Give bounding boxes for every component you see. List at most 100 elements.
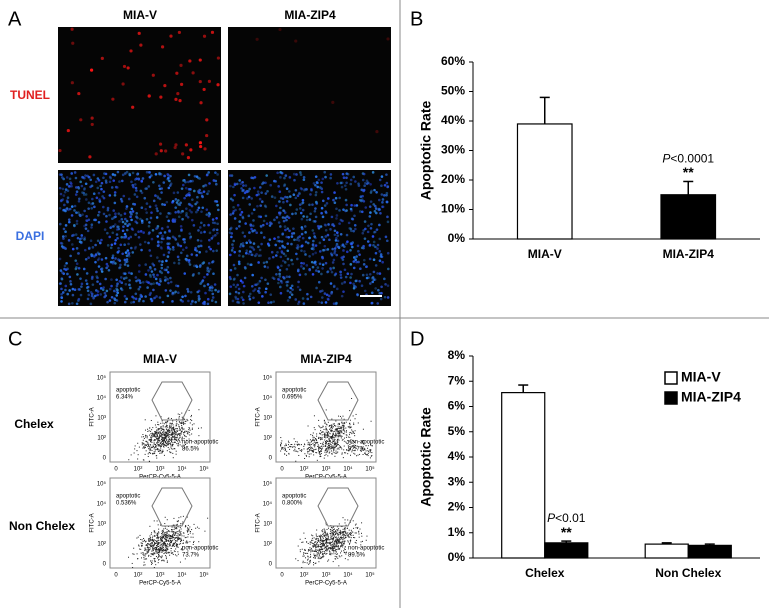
event xyxy=(176,546,178,548)
cell xyxy=(148,175,152,179)
event xyxy=(166,434,168,436)
event xyxy=(173,429,175,431)
event xyxy=(342,424,344,426)
cell xyxy=(291,232,294,235)
event xyxy=(179,421,181,423)
cell xyxy=(213,283,217,286)
cell xyxy=(377,207,381,211)
event xyxy=(286,450,288,452)
event xyxy=(161,432,163,434)
event xyxy=(343,445,345,447)
cell xyxy=(286,289,290,293)
cell xyxy=(83,188,86,191)
event xyxy=(162,431,164,433)
event xyxy=(167,551,169,553)
rest-label: non-apoptotic xyxy=(348,546,384,552)
cell xyxy=(145,170,149,174)
event xyxy=(334,546,336,548)
cell xyxy=(115,228,119,231)
cell xyxy=(323,244,327,248)
cell xyxy=(79,293,83,297)
event xyxy=(326,538,328,540)
cell xyxy=(78,240,82,244)
cell xyxy=(280,240,284,243)
event xyxy=(175,543,177,545)
cell xyxy=(152,263,156,267)
cell xyxy=(354,279,358,283)
event xyxy=(353,537,355,539)
event xyxy=(310,553,312,555)
event xyxy=(316,546,318,548)
event xyxy=(307,542,309,544)
event xyxy=(141,545,143,547)
cell xyxy=(130,227,134,230)
cell xyxy=(274,180,277,183)
event xyxy=(329,528,331,530)
event xyxy=(343,543,345,545)
cell xyxy=(358,279,361,283)
cell xyxy=(366,230,370,234)
event xyxy=(326,535,328,537)
event xyxy=(329,543,331,545)
cell xyxy=(125,258,129,261)
cell xyxy=(75,211,78,214)
cell xyxy=(116,170,120,174)
cell xyxy=(108,213,111,217)
event xyxy=(180,427,182,429)
event xyxy=(163,439,165,441)
event xyxy=(315,441,317,443)
event xyxy=(165,433,167,435)
event xyxy=(185,536,187,538)
event xyxy=(152,550,154,552)
cell xyxy=(351,241,354,244)
x-tick-label: 10⁴ xyxy=(343,466,353,473)
cell xyxy=(350,203,353,207)
cell xyxy=(207,270,211,273)
event xyxy=(280,444,282,446)
cell xyxy=(312,182,316,185)
event xyxy=(332,561,334,563)
cell xyxy=(193,189,196,193)
cell xyxy=(178,99,182,103)
event xyxy=(345,536,347,538)
event xyxy=(168,448,170,450)
event xyxy=(144,447,146,449)
event xyxy=(177,534,179,536)
event xyxy=(354,446,356,448)
event xyxy=(329,444,331,446)
cell xyxy=(104,172,108,176)
event xyxy=(156,429,158,431)
cell xyxy=(156,273,159,277)
event xyxy=(147,456,149,458)
event xyxy=(176,528,178,530)
cell xyxy=(249,241,252,244)
event xyxy=(155,434,157,436)
event xyxy=(169,542,171,544)
event xyxy=(314,438,316,440)
event xyxy=(149,438,151,440)
event xyxy=(339,556,341,558)
cell xyxy=(130,246,133,250)
event xyxy=(331,544,333,546)
event xyxy=(340,531,342,533)
cell xyxy=(136,172,139,176)
event xyxy=(321,543,323,545)
cell xyxy=(167,251,171,254)
cell xyxy=(386,284,390,287)
cell xyxy=(108,175,112,179)
event xyxy=(182,420,184,422)
cell xyxy=(374,245,377,249)
cell xyxy=(386,185,390,188)
cell xyxy=(84,279,88,282)
cell xyxy=(198,265,202,268)
event xyxy=(353,432,355,434)
cell xyxy=(314,183,317,187)
event xyxy=(191,427,193,429)
event xyxy=(164,538,166,540)
cell xyxy=(64,284,68,288)
gate-percent: 0.536% xyxy=(116,501,137,507)
event xyxy=(161,538,163,540)
cell xyxy=(375,228,379,231)
event xyxy=(150,545,152,547)
cell xyxy=(148,249,152,252)
